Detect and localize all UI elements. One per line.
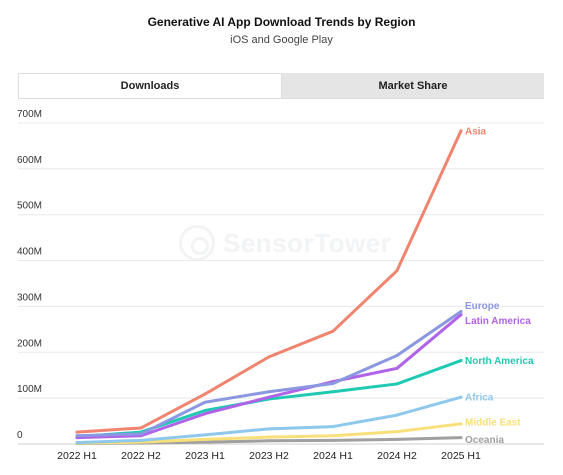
point-middle-east xyxy=(203,437,207,441)
point-europe xyxy=(139,432,143,436)
point-oceania xyxy=(459,436,463,440)
point-middle-east xyxy=(267,435,271,439)
point-europe xyxy=(459,309,463,313)
point-north-america xyxy=(331,390,335,394)
x-tick-label: 2023 H2 xyxy=(249,450,289,462)
watermark-text: SensorTower xyxy=(223,228,392,258)
series-label-middle-east: Middle East xyxy=(465,417,521,428)
point-middle-east xyxy=(395,430,399,434)
y-tick-label: 0 xyxy=(17,430,23,441)
point-europe xyxy=(395,353,399,357)
point-asia xyxy=(395,269,399,273)
point-latin-america xyxy=(459,313,463,317)
point-asia xyxy=(203,392,207,396)
line-chart: 0 100M 200M 300M 400M 500M 600M 700M 2022 H1 2022… xyxy=(17,109,544,462)
y-tick-label: 400M xyxy=(17,247,42,258)
x-tick-label: 2022 H1 xyxy=(57,450,97,462)
series-label-oceania: Oceania xyxy=(465,435,504,446)
y-tick-label: 700M xyxy=(17,109,42,120)
point-north-america xyxy=(459,359,463,363)
x-tick-label: 2022 H2 xyxy=(121,450,161,462)
tab-market-share[interactable]: Market Share xyxy=(282,73,544,98)
tabs-divider xyxy=(18,98,544,99)
point-north-america xyxy=(203,409,207,413)
series-label-africa: Africa xyxy=(465,393,494,404)
point-africa xyxy=(459,395,463,399)
point-latin-america xyxy=(395,366,399,370)
chart-subtitle: iOS and Google Play xyxy=(230,34,333,46)
sensortower-watermark: SensorTower xyxy=(175,223,405,267)
series-label-latin-america: Latin America xyxy=(465,316,531,327)
view-tabs: Downloads Market Share xyxy=(18,73,544,98)
point-oceania xyxy=(331,438,335,442)
series-line-latin-america xyxy=(75,313,463,440)
y-tick-label: 100M xyxy=(17,384,42,395)
point-africa xyxy=(203,433,207,437)
point-europe xyxy=(75,434,79,438)
point-oceania xyxy=(395,437,399,441)
point-asia xyxy=(139,426,143,430)
point-africa xyxy=(139,438,143,442)
y-tick-label: 200M xyxy=(17,338,42,349)
point-asia xyxy=(331,329,335,333)
point-latin-america xyxy=(203,412,207,416)
x-tick-label: 2023 H1 xyxy=(185,450,225,462)
chart-title: Generative AI App Download Trends by Reg… xyxy=(147,15,416,29)
point-asia xyxy=(267,355,271,359)
y-tick-label: 500M xyxy=(17,201,42,212)
y-tick-label: 600M xyxy=(17,155,42,166)
x-tick-label: 2024 H2 xyxy=(377,450,417,462)
series-label-europe: Europe xyxy=(465,301,500,312)
point-europe xyxy=(331,381,335,385)
point-asia xyxy=(459,129,463,133)
point-oceania xyxy=(267,439,271,443)
point-asia xyxy=(75,430,79,434)
point-north-america xyxy=(395,382,399,386)
series-line-europe xyxy=(75,309,463,438)
point-africa xyxy=(75,441,79,445)
point-middle-east xyxy=(459,422,463,426)
x-tick-label: 2025 H1 xyxy=(441,450,481,462)
x-tick-label: 2024 H1 xyxy=(313,450,353,462)
point-africa xyxy=(267,427,271,431)
point-middle-east xyxy=(331,434,335,438)
point-oceania xyxy=(203,440,207,444)
series-line-asia xyxy=(75,129,463,434)
y-tick-label: 300M xyxy=(17,292,42,303)
point-europe xyxy=(267,390,271,394)
point-europe xyxy=(203,400,207,404)
series-label-asia: Asia xyxy=(465,126,487,137)
series-label-north-america: North America xyxy=(465,356,534,367)
point-latin-america xyxy=(267,395,271,399)
sensortower-logo-icon xyxy=(179,225,215,261)
tab-downloads[interactable]: Downloads xyxy=(18,73,282,98)
point-africa xyxy=(331,425,335,429)
point-africa xyxy=(395,413,399,417)
